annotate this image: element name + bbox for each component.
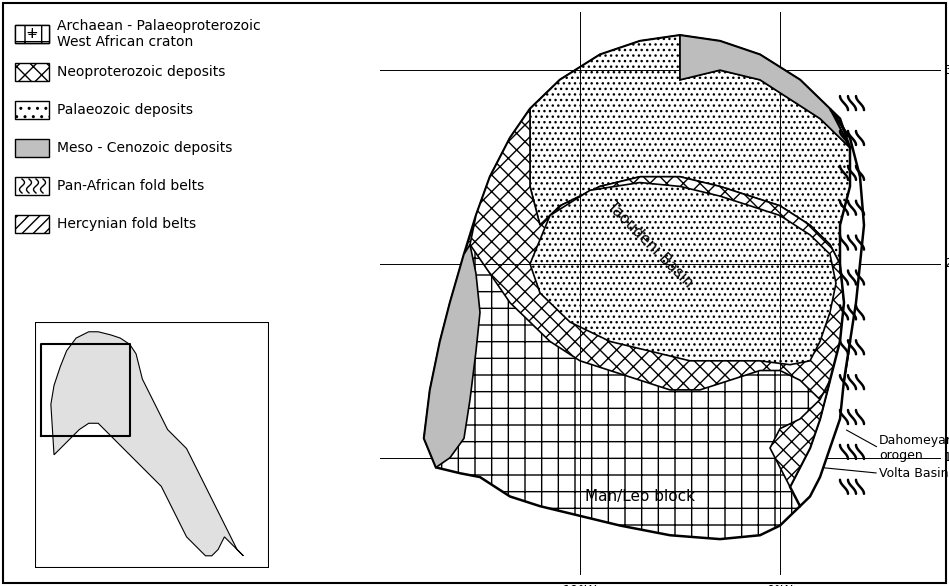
Text: 10°W: 10°W [563,584,597,586]
Text: 0°W: 0°W [767,584,793,586]
Text: 10°N: 10°N [944,451,949,464]
Bar [15,139,49,157]
Bar [15,63,49,81]
Bar [15,101,49,119]
Text: Dahomeyan
orogen: Dahomeyan orogen [879,434,949,462]
Polygon shape [530,35,856,264]
Polygon shape [530,182,836,364]
Text: Meso - Cenozoic deposits: Meso - Cenozoic deposits [57,141,233,155]
Polygon shape [424,244,480,468]
Text: 30°N: 30°N [944,64,949,77]
Text: Volta Basin: Volta Basin [879,466,948,480]
Text: Hercynian fold belts: Hercynian fold belts [57,217,196,231]
Text: Man/Leo block: Man/Leo block [585,489,695,504]
Polygon shape [790,109,864,506]
Polygon shape [424,35,856,539]
Bar [15,25,49,43]
Text: +: + [26,26,38,42]
Text: Pan-African fold belts: Pan-African fold belts [57,179,204,193]
Text: Archaean - Palaeoproterozoic
West African craton: Archaean - Palaeoproterozoic West Africa… [57,19,261,49]
Text: Taoudeni Basin: Taoudeni Basin [604,199,696,291]
Polygon shape [770,380,830,487]
Polygon shape [51,332,243,556]
Bar [15,215,49,233]
Text: Palaeozoic deposits: Palaeozoic deposits [57,103,193,117]
Polygon shape [470,109,850,419]
Text: Neoproterozoic deposits: Neoproterozoic deposits [57,65,225,79]
Text: +: + [27,28,37,40]
Bar [15,177,49,195]
Bar [15,25,49,43]
Polygon shape [680,35,850,148]
Text: 20°N: 20°N [944,257,949,270]
